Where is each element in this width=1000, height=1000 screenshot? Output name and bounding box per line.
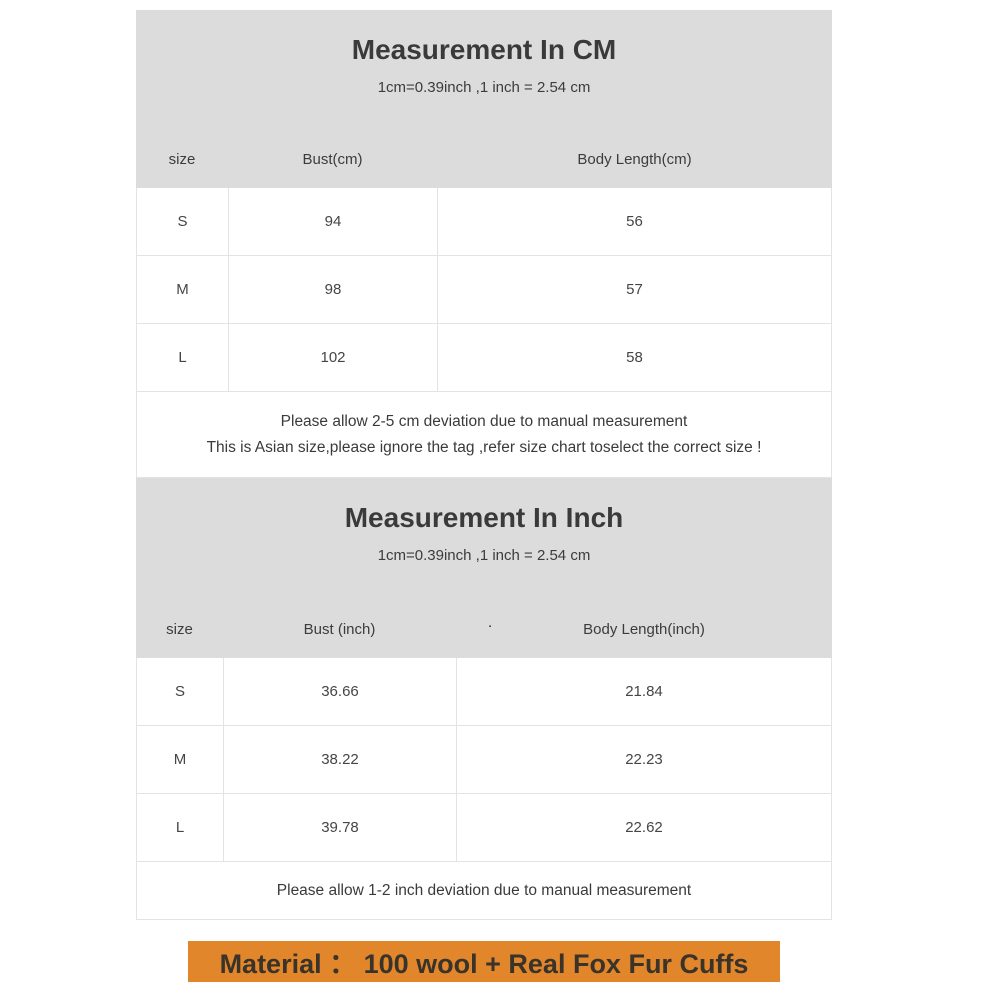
table-cell: 22.23 <box>625 751 663 768</box>
table-row: M 98 57 <box>137 256 831 324</box>
table-cell: M <box>137 726 224 793</box>
cm-title: Measurement In CM <box>351 34 617 65</box>
table-cell: 102 <box>229 324 438 391</box>
column-header: Bust (inch) <box>303 620 376 638</box>
column-header: size <box>166 620 193 638</box>
table-cell: 98 <box>229 256 438 323</box>
stray-dot-mark: . <box>488 614 493 631</box>
table-cell: L <box>137 794 224 861</box>
cm-column-headers: size Bust(cm) Body Length(cm) <box>136 130 832 188</box>
column-header: size <box>168 150 196 168</box>
cm-section: Measurement In CM 1cm=0.39inch ,1 inch =… <box>136 10 832 478</box>
cm-header-panel: Measurement In CM 1cm=0.39inch ,1 inch =… <box>136 10 832 188</box>
inch-column-headers: size Bust (inch) Body Length(inch) <box>136 600 832 658</box>
table-row: L 39.78 22.62 <box>137 794 831 862</box>
inch-section: Measurement In Inch 1cm=0.39inch ,1 inch… <box>136 478 832 920</box>
inch-title: Measurement In Inch <box>344 502 624 533</box>
column-header: Body Length(cm) <box>577 150 692 168</box>
table-cell: 56 <box>626 213 643 230</box>
column-header: Bust(cm) <box>302 150 363 168</box>
table-cell: S <box>137 658 224 725</box>
inch-subtitle: 1cm=0.39inch ,1 inch = 2.54 cm <box>377 547 591 564</box>
table-cell: M <box>137 256 229 323</box>
inch-header-panel: Measurement In Inch 1cm=0.39inch ,1 inch… <box>136 478 832 658</box>
cm-table-body: S 94 56 M 98 57 L 102 58 <box>136 188 832 392</box>
material-banner: Material ： 100 wool + Real Fox Fur Cuffs <box>188 941 780 982</box>
table-row: S 36.66 21.84 <box>137 658 831 726</box>
table-row: S 94 56 <box>137 188 831 256</box>
inch-notes: Please allow 1-2 inch deviation due to m… <box>136 862 832 920</box>
table-cell: 38.22 <box>224 726 457 793</box>
table-cell: S <box>137 188 229 255</box>
cm-subtitle: 1cm=0.39inch ,1 inch = 2.54 cm <box>377 79 591 96</box>
table-cell: 21.84 <box>625 683 663 700</box>
cm-note-line: Please allow 2-5 cm deviation due to man… <box>280 412 688 430</box>
cm-note-line: This is Asian size,please ignore the tag… <box>206 438 762 456</box>
size-chart-sheet: Measurement In CM 1cm=0.39inch ,1 inch =… <box>136 10 832 982</box>
table-cell: 39.78 <box>224 794 457 861</box>
table-cell: L <box>137 324 229 391</box>
table-row: M 38.22 22.23 <box>137 726 831 794</box>
table-cell: 22.62 <box>625 819 663 836</box>
inch-note-line: Please allow 1-2 inch deviation due to m… <box>276 881 692 899</box>
inch-table-body: S 36.66 21.84 M 38.22 22.23 L 39.78 22.62 <box>136 658 832 862</box>
table-cell: 36.66 <box>224 658 457 725</box>
table-cell: 57 <box>626 281 643 298</box>
table-row: L 102 58 <box>137 324 831 392</box>
column-header: Body Length(inch) <box>583 620 705 638</box>
table-cell: 58 <box>626 349 643 366</box>
cm-notes: Please allow 2-5 cm deviation due to man… <box>136 392 832 478</box>
table-cell: 94 <box>229 188 438 255</box>
